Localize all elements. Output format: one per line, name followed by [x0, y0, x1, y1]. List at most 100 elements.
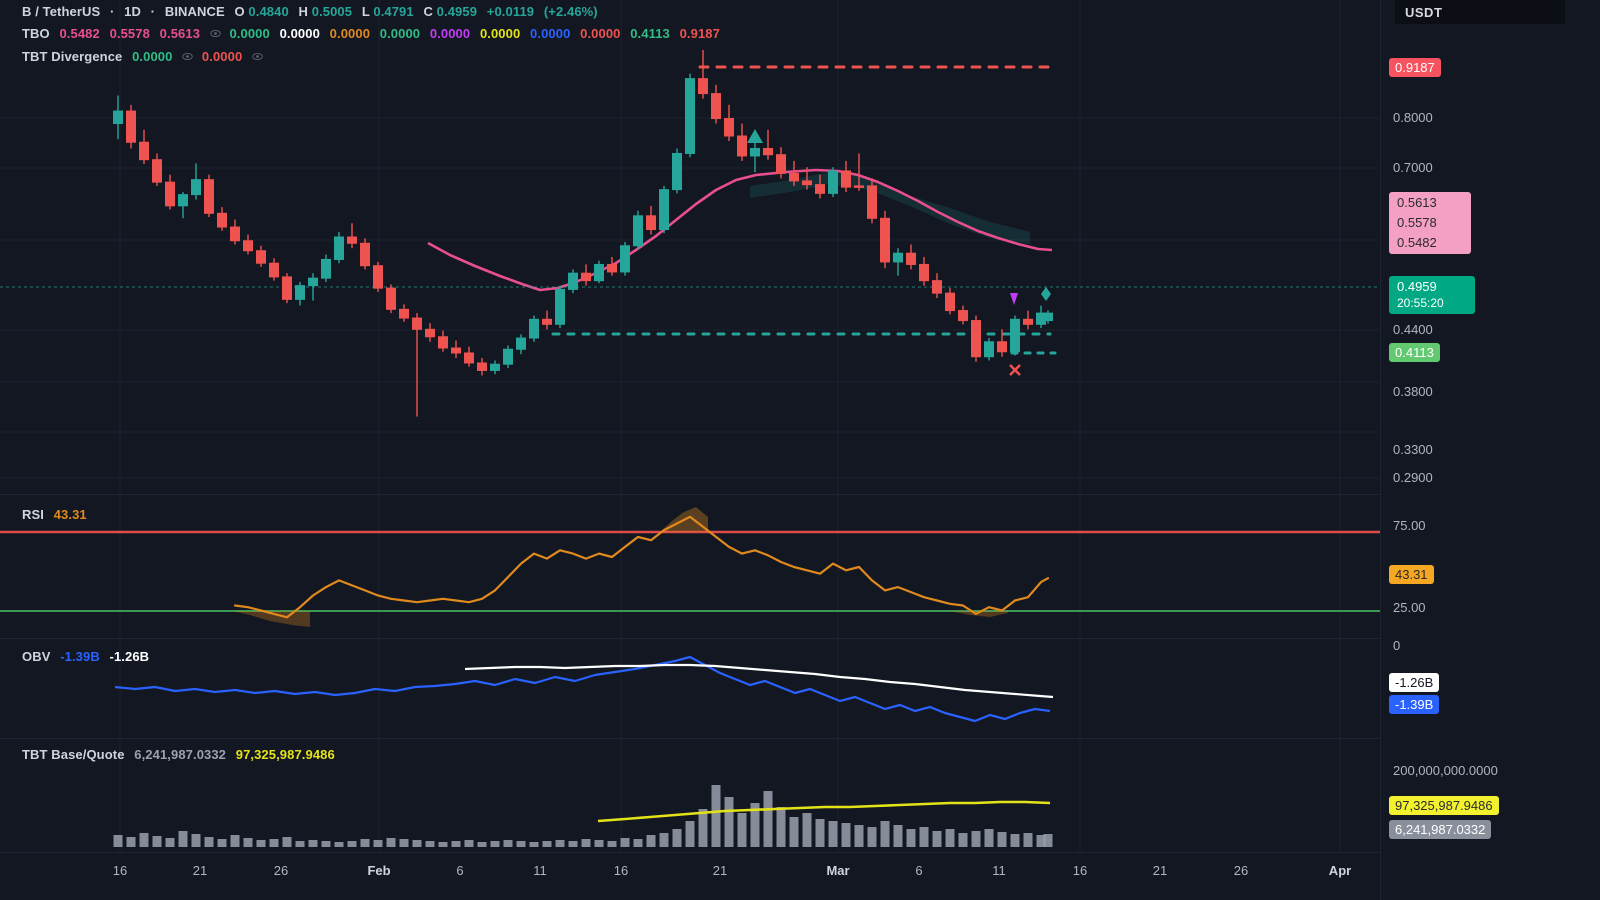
time-label-10: 11	[992, 863, 1006, 878]
legend-sep-2: ·	[150, 4, 156, 19]
tbo-value-4: 0.0000	[229, 26, 270, 41]
symbol-legend[interactable]: B / TetherUS · 1D · BINANCE O 0.4840 H 0…	[22, 4, 604, 19]
price-tick-5: 0.2900	[1393, 470, 1433, 485]
time-label-1: 21	[192, 863, 208, 878]
tbt-divergence-title[interactable]: TBT Divergence	[22, 49, 123, 64]
tbo-badge-3: 0.5482	[1397, 235, 1437, 250]
current-marker	[1041, 287, 1051, 301]
tbo-value-9: 0.0000	[479, 26, 521, 41]
ohlc-h-value: 0.5005	[311, 4, 353, 19]
time-label-12: 21	[1152, 863, 1168, 878]
visibility-eye-icon[interactable]	[209, 28, 221, 39]
obv-chart-svg[interactable]	[0, 639, 1380, 739]
symbol-interval[interactable]: 1D	[124, 4, 141, 19]
legend-sep-1: ·	[109, 4, 115, 19]
last-price-badge[interactable]: 0.4959 20:55:20	[1389, 276, 1475, 314]
rsi-value-badge[interactable]: 43.31	[1389, 565, 1434, 584]
tbo-title[interactable]: TBO	[22, 26, 50, 41]
ohlc-c-label: C	[423, 4, 433, 19]
time-label-7: 21	[712, 863, 728, 878]
price-tick-2: 0.4400	[1393, 322, 1433, 337]
volume-base-badge[interactable]: 6,241,987.0332	[1389, 820, 1492, 839]
tbo-value-10: 0.0000	[530, 26, 571, 41]
visibility-eye-icon-3[interactable]	[252, 51, 263, 62]
obv-value-1: -1.39B	[60, 649, 100, 664]
time-label-0: 16	[112, 863, 128, 878]
volume-ma-line	[597, 800, 1051, 823]
price-scale[interactable]: USDT 0.9187 0.8000 0.7000 0.5613 0.5578 …	[1380, 0, 1600, 900]
volume-pane[interactable]: TBT Base/Quote 6,241,987.0332 97,325,987…	[0, 738, 1380, 853]
ohlc-c-value: 0.4959	[436, 4, 478, 19]
tbt-divergence-legend[interactable]: TBT Divergence 0.0000 0.0000	[22, 49, 268, 64]
rsi-legend[interactable]: RSI 43.31	[22, 507, 93, 522]
ohlc-o-label: O	[234, 4, 245, 19]
rsi-chart-svg[interactable]	[0, 495, 1380, 639]
obv-line	[114, 655, 1051, 723]
tbo-badge-1: 0.5613	[1397, 195, 1437, 210]
obv-value-2: -1.26B	[109, 649, 150, 664]
volume-chart-svg[interactable]	[0, 739, 1380, 853]
time-label-3: Feb	[367, 863, 391, 878]
rsi-oversold-fill-2	[950, 611, 1008, 617]
obv-title[interactable]: OBV	[22, 649, 51, 664]
time-label-5: 11	[533, 863, 547, 878]
time-label-2: 26	[273, 863, 289, 878]
rsi-tick-0: 75.00	[1393, 518, 1426, 533]
price-pane[interactable]: B / TetherUS · 1D · BINANCE O 0.4840 H 0…	[0, 0, 1380, 494]
rsi-value: 43.31	[53, 507, 87, 522]
tbo-value-12: 0.4113	[630, 26, 670, 41]
price-tick-0: 0.8000	[1393, 110, 1433, 125]
rsi-pane[interactable]: RSI 43.31	[0, 494, 1380, 639]
tbt-base-quote-legend[interactable]: TBT Base/Quote 6,241,987.0332 97,325,987…	[22, 747, 341, 762]
volume-quote-badge[interactable]: 97,325,987.9486	[1389, 796, 1499, 815]
resistance-price-badge[interactable]: 0.9187	[1389, 58, 1441, 77]
time-label-9: 6	[915, 863, 923, 878]
price-chart-svg[interactable]	[0, 0, 1380, 494]
volume-tick-0: 200,000,000.0000	[1393, 763, 1498, 778]
time-label-14: Apr	[1328, 863, 1352, 878]
last-price-value: 0.4959	[1397, 279, 1437, 294]
price-tick-1: 0.7000	[1393, 160, 1433, 175]
tbo-value-13: 0.9187	[679, 26, 720, 41]
obv-ma-line	[464, 663, 1054, 699]
price-change-percent: (+2.46%)	[543, 4, 598, 19]
tbo-ma-line	[427, 168, 1053, 292]
tbo-value-1: 0.5482	[59, 26, 100, 41]
tbo-value-3: 0.5613	[159, 26, 201, 41]
tbo-legend[interactable]: TBO 0.5482 0.5578 0.5613 0.0000 0.0000 0…	[22, 26, 726, 41]
tbo-cloud	[750, 172, 1030, 244]
tbt-divergence-value-2: 0.0000	[201, 49, 243, 64]
obv-pane[interactable]: OBV -1.39B -1.26B	[0, 638, 1380, 739]
time-label-8: Mar	[826, 863, 850, 878]
obv-value-badge[interactable]: -1.39B	[1389, 695, 1440, 714]
ohlc-l-value: 0.4791	[373, 4, 414, 19]
tbt-bq-quote: 97,325,987.9486	[235, 747, 335, 762]
support-price-badge[interactable]: 0.4113	[1389, 343, 1440, 362]
price-change: +0.0119	[486, 4, 535, 19]
time-axis[interactable]: 16 21 26 Feb 6 11 16 21 Mar 6 11 16 21 26 Apr	[0, 852, 1380, 900]
time-label-6: 16	[613, 863, 629, 878]
visibility-eye-icon-2[interactable]	[182, 51, 193, 62]
candlestick-series	[113, 49, 1053, 417]
tbo-value-7: 0.0000	[379, 26, 421, 41]
ohlc-h-label: H	[298, 4, 309, 19]
volume-gridlines	[119, 739, 1341, 853]
symbol-exchange[interactable]: BINANCE	[164, 4, 225, 19]
symbol-name[interactable]: B / TetherUS	[22, 4, 101, 19]
ohlc-l-label: L	[361, 4, 370, 19]
rsi-tick-1: 25.00	[1393, 600, 1426, 615]
stop-loss-cross[interactable]	[1009, 364, 1021, 376]
time-label-4: 6	[456, 863, 464, 878]
rsi-title[interactable]: RSI	[22, 507, 44, 522]
tbo-value-2: 0.5578	[109, 26, 150, 41]
tbo-value-6: 0.0000	[329, 26, 371, 41]
tbo-value-8: 0.0000	[429, 26, 471, 41]
sell-signal-triangle[interactable]	[1010, 293, 1018, 305]
obv-legend[interactable]: OBV -1.39B -1.26B	[22, 649, 155, 664]
obv-ma-badge[interactable]: -1.26B	[1389, 673, 1440, 692]
tbo-price-badge-group[interactable]: 0.5613 0.5578 0.5482	[1389, 192, 1471, 254]
tbt-bq-title[interactable]: TBT Base/Quote	[22, 747, 125, 762]
buy-signal-triangle[interactable]	[747, 129, 763, 143]
tbo-badge-2: 0.5578	[1397, 215, 1437, 230]
